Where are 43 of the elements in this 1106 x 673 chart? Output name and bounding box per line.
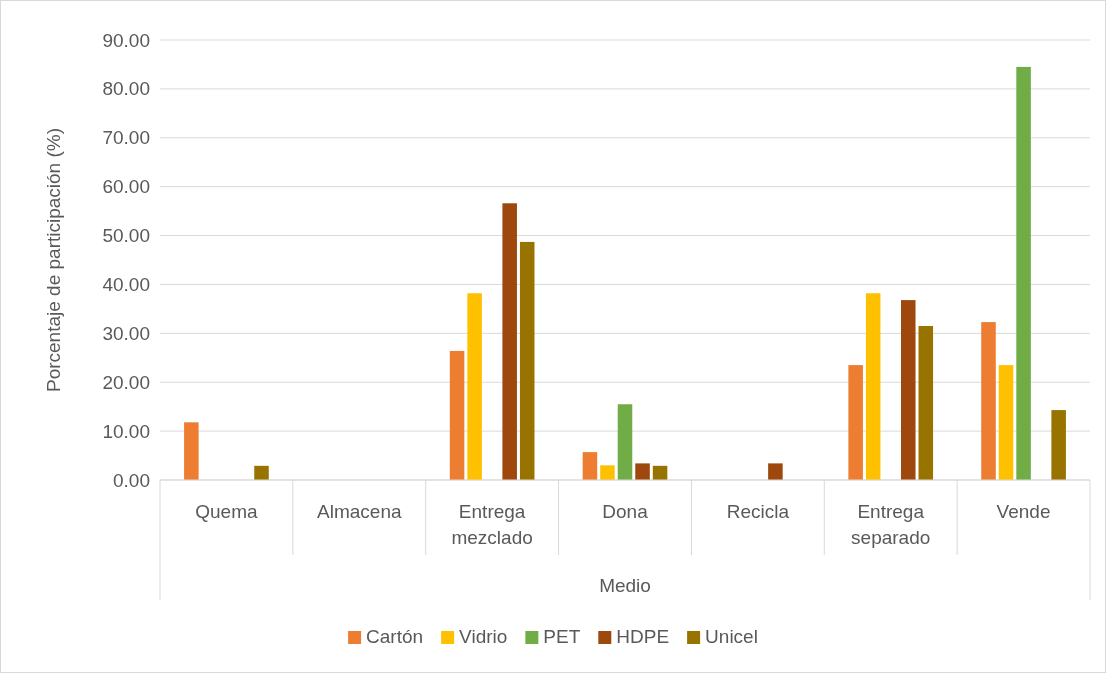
y-tick-label: 30.00	[102, 322, 150, 344]
bar	[981, 322, 996, 480]
bar	[768, 463, 783, 480]
bar	[467, 293, 482, 480]
bar	[254, 465, 269, 480]
x-tick-label: Entrega separado	[851, 501, 931, 548]
x-axis-title: Medio	[599, 575, 651, 596]
bar	[900, 300, 916, 480]
x-tick-label: Recicla	[726, 501, 790, 522]
bar	[918, 326, 934, 480]
y-tick-label: 80.00	[102, 78, 150, 100]
bar	[519, 241, 535, 480]
bar	[1016, 66, 1031, 480]
x-tick-label: Quema	[195, 501, 259, 522]
bar	[502, 203, 517, 480]
x-tick-label: Entrega mezclado	[451, 501, 533, 548]
bar	[449, 350, 465, 480]
bar	[998, 365, 1014, 480]
y-tick-label: 60.00	[102, 176, 150, 198]
y-tick-label: 90.00	[102, 29, 150, 51]
legend-label: Cartón	[366, 626, 424, 647]
bar	[848, 365, 863, 480]
bar	[184, 422, 199, 480]
bar	[617, 404, 633, 480]
x-tick-label: Dona	[602, 501, 649, 522]
bar	[1051, 410, 1066, 480]
legend-label: PET	[543, 626, 581, 647]
legend-label: Unicel	[705, 626, 758, 647]
y-tick-label: 20.00	[102, 371, 150, 393]
legend-label: HDPE	[616, 626, 670, 647]
y-tick-label: 10.00	[102, 420, 150, 442]
x-tick-label: Vende	[996, 501, 1051, 522]
y-tick-label: 40.00	[102, 274, 150, 296]
y-tick-label: 70.00	[102, 127, 150, 149]
bar	[582, 452, 598, 480]
bar	[600, 465, 615, 480]
y-tick-label: 50.00	[102, 225, 150, 247]
legend-label: Vidrio	[459, 626, 508, 647]
y-axis-title: Porcentaje de participación (%)	[43, 127, 64, 393]
bar	[635, 463, 650, 480]
x-tick-label: Almacena	[317, 501, 402, 522]
y-tick-label: 0.00	[113, 469, 150, 491]
bar	[865, 293, 881, 480]
